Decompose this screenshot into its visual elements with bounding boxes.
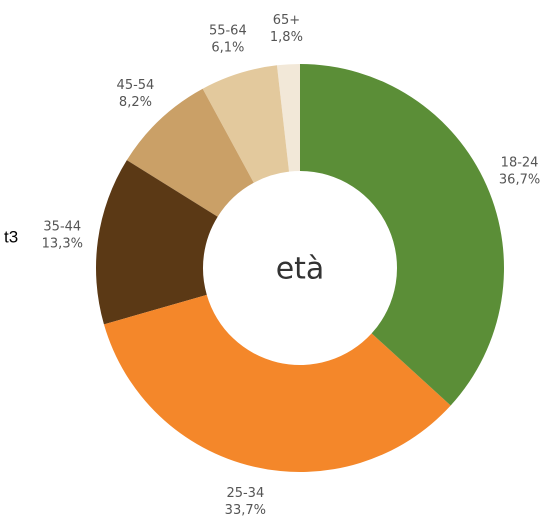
annotation: t3 bbox=[4, 227, 18, 246]
slice bbox=[300, 64, 504, 406]
slice bbox=[96, 160, 218, 325]
slice-category: 25-34 bbox=[226, 486, 264, 501]
slice bbox=[276, 64, 300, 172]
center-label: età bbox=[276, 252, 325, 287]
slice-value-label: 8,2% bbox=[119, 95, 152, 110]
slice-value-label: 6,1% bbox=[211, 41, 244, 56]
slice-category: 35-44 bbox=[43, 219, 81, 234]
slice-value-label: 13,3% bbox=[42, 236, 83, 251]
slice-value-label: 33,7% bbox=[225, 503, 266, 518]
slice-category: 65+ bbox=[273, 13, 300, 28]
slice bbox=[202, 65, 290, 183]
slice-category: 45-54 bbox=[117, 78, 155, 93]
slice-value-label: 36,7% bbox=[499, 173, 540, 188]
slice bbox=[126, 88, 254, 217]
slice bbox=[103, 294, 451, 473]
slice-category: 55-64 bbox=[209, 24, 247, 39]
slice-category: 18-24 bbox=[501, 156, 539, 171]
slice-value-label: 1,8% bbox=[270, 30, 303, 45]
